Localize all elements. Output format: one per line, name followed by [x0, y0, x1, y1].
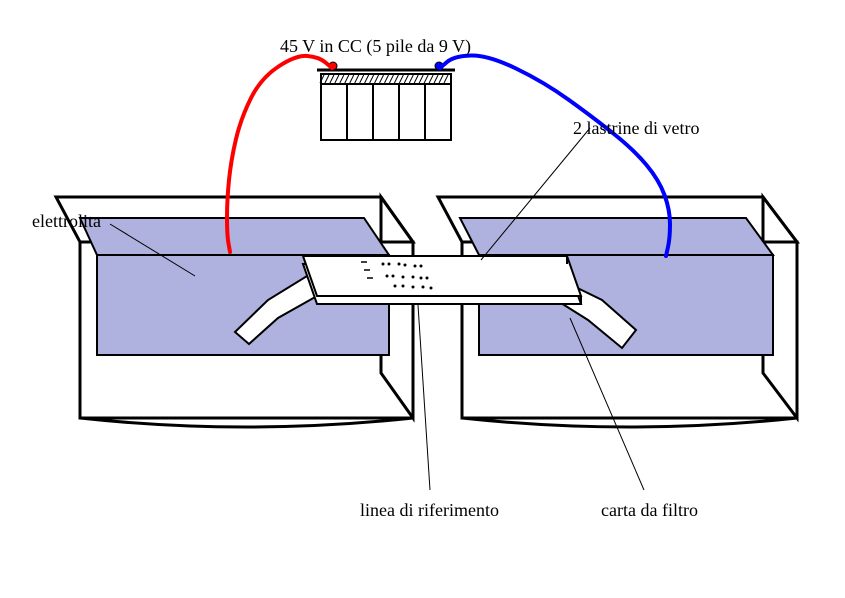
glass-plates-label: 2 lastrine di vetro — [573, 118, 699, 139]
diagram-stage: 45 V in CC (5 pile da 9 V) elettrolita 2… — [0, 0, 845, 598]
electrolyte-label: elettrolita — [32, 211, 101, 232]
reference-line-label: linea di riferimento — [360, 500, 499, 521]
title-label: 45 V in CC (5 pile da 9 V) — [280, 36, 471, 57]
filter-paper-label: carta da filtro — [601, 500, 698, 521]
